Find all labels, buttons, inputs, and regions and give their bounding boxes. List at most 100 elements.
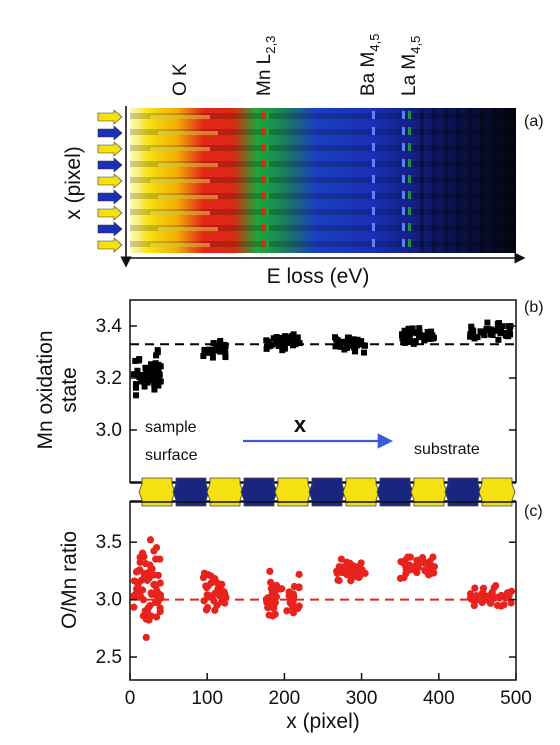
data-point (283, 607, 291, 615)
data-point (404, 338, 411, 345)
edge-labels: O K Mn L2,3 Ba M4,5 La M4,5 (170, 34, 423, 96)
data-point (152, 582, 160, 590)
data-point (420, 332, 427, 339)
data-point (202, 606, 211, 614)
data-point (203, 591, 211, 599)
lattice-cell (342, 477, 380, 507)
spectrum-dark-band (130, 209, 516, 215)
data-point (497, 330, 504, 337)
data-point (416, 325, 423, 332)
data-point (201, 346, 208, 353)
data-point (133, 392, 140, 399)
spectrum-dark-band (130, 161, 516, 167)
data-point (153, 352, 160, 359)
data-point (266, 567, 274, 575)
spectrum-edge-feature (372, 143, 375, 151)
panel-a-letter: (a) (524, 113, 544, 130)
data-point (130, 371, 137, 378)
y-tick-label: 2.5 (96, 647, 122, 668)
spectrum-edge-feature (262, 175, 265, 183)
data-point (338, 563, 347, 571)
data-point (138, 378, 145, 385)
data-point (481, 593, 489, 601)
panel-c-frame (129, 501, 517, 681)
data-point (405, 325, 412, 332)
spectrum-edge-feature (402, 111, 405, 119)
data-point (471, 335, 478, 342)
data-point (152, 555, 160, 563)
data-point (507, 331, 514, 338)
data-point (209, 354, 216, 361)
data-point (485, 327, 492, 334)
x-tick-label: 300 (346, 688, 378, 709)
data-point (401, 327, 408, 334)
spectrum-dark-band (130, 225, 516, 231)
data-point (344, 344, 351, 351)
x-tick-label: 100 (191, 688, 223, 709)
data-point (136, 371, 143, 378)
data-point (295, 570, 303, 578)
data-point (218, 598, 226, 606)
data-point (152, 543, 161, 552)
spectrum-edge-feature (262, 239, 265, 247)
spectrum-edge-feature (402, 175, 405, 183)
data-point (279, 337, 286, 344)
spectrum-edge-feature (402, 207, 405, 215)
data-point (147, 373, 154, 380)
panel-c-y-ticks: 2.5 3.0 3.5 (96, 532, 516, 668)
data-point (210, 597, 218, 605)
data-point (151, 367, 158, 374)
data-point (344, 562, 353, 570)
lattice-cell (410, 477, 448, 507)
data-point (484, 319, 491, 326)
panel-c-x-ticks: 0 100 200 300 400 500 (125, 673, 532, 709)
data-point (151, 380, 158, 387)
data-point (154, 377, 161, 384)
data-point (142, 633, 150, 642)
data-point (271, 610, 279, 618)
y-tick-label: 3.2 (96, 368, 122, 389)
spectrum-stripe (504, 108, 508, 253)
data-point (406, 553, 415, 561)
data-point (273, 334, 280, 341)
spectrum-bright-streak (158, 163, 218, 167)
data-point (138, 586, 147, 594)
spectrum-edge-feature (266, 223, 269, 231)
spectrum-dark-band (130, 145, 516, 151)
y-tick-label: 3.5 (96, 532, 122, 553)
spectrum-edge-feature (402, 159, 405, 167)
data-point (471, 584, 479, 592)
spectrum-edge-feature (262, 159, 265, 167)
spectrum-background (130, 108, 516, 253)
spectrum-edge-feature (372, 175, 375, 183)
data-point (421, 567, 429, 575)
data-point (332, 334, 339, 341)
layer-arrow (97, 237, 123, 253)
spectrum-edge-feature (266, 191, 269, 199)
data-point (507, 587, 516, 595)
data-point (151, 386, 158, 393)
spectrum-edge-feature (408, 223, 411, 231)
y-tick-label: 3.0 (96, 420, 122, 441)
data-point (493, 601, 502, 609)
data-point (146, 367, 153, 374)
x-tick-label: 200 (269, 688, 301, 709)
data-point (222, 343, 229, 350)
data-point (489, 332, 496, 339)
data-point (406, 331, 413, 338)
spectrum-dark-band (130, 177, 516, 183)
data-point (350, 339, 357, 346)
data-point (292, 338, 299, 345)
annotation-surface: surface (145, 447, 198, 464)
x-tick-label: 0 (125, 688, 136, 709)
data-point (507, 599, 515, 607)
panel-c-letter: (c) (524, 503, 543, 520)
data-point (271, 587, 279, 595)
layer-arrow (97, 173, 123, 189)
spectrum-edge-feature (372, 239, 375, 247)
data-point (351, 348, 358, 355)
data-point (429, 553, 437, 561)
data-point (207, 579, 215, 587)
data-point (139, 371, 146, 378)
